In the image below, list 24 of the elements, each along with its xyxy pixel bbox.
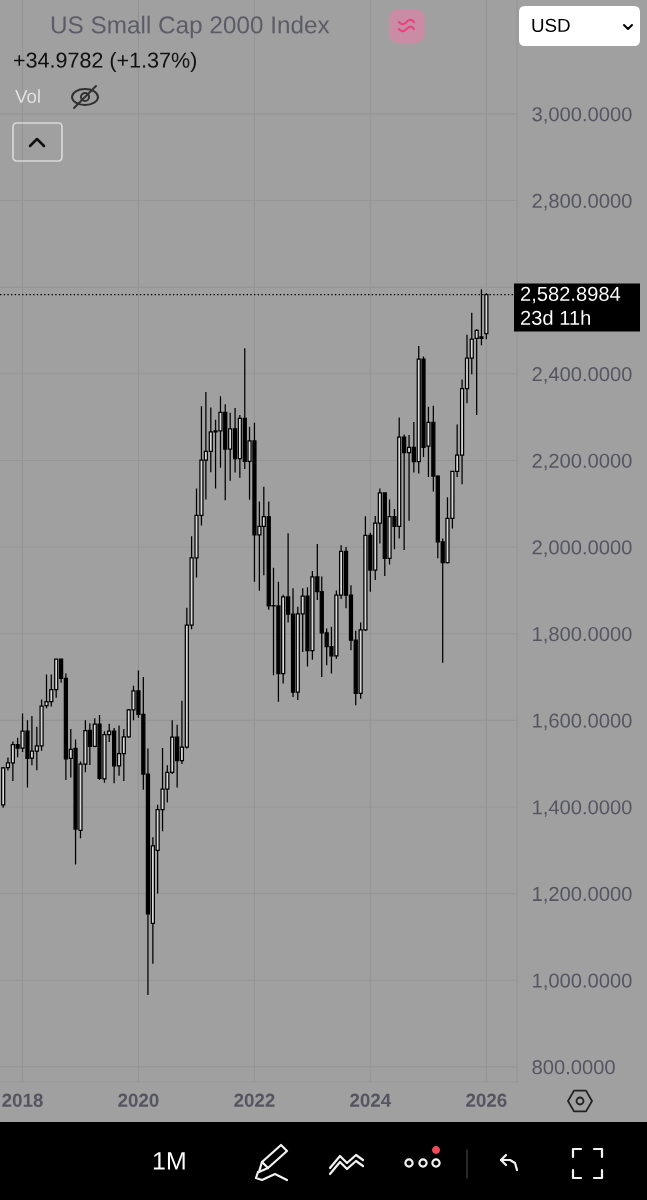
y-tick-label: 1,000.0000 (533, 973, 632, 991)
x-tick-label: 2022 (234, 1093, 275, 1107)
y-tick-label: 2,200.0000 (532, 453, 632, 471)
y-tick-label: 2,400.0000 (532, 367, 632, 384)
text: +34.9782 (+1.37%) (14, 51, 196, 73)
x-tick-label: 2020 (118, 1093, 159, 1107)
text: US Small Cap 2000 Index (51, 15, 330, 39)
y-tick-label: 3,000.0000 (532, 107, 632, 124)
x-tick-label: 2018 (2, 1093, 43, 1107)
text: USD (532, 18, 570, 33)
y-tick-label: 1,200.0000 (533, 886, 632, 904)
candlestick (111, 727, 117, 784)
y-tick-label: 2,000.0000 (532, 540, 632, 557)
text: 1M (153, 1152, 185, 1170)
text: 23d 11h (521, 310, 590, 325)
y-tick-label: 1,800.0000 (533, 626, 632, 644)
annotation: Vol (15, 89, 40, 104)
y-tick-label: 1,600.0000 (533, 713, 632, 731)
y-tick-label: 800.0000 (532, 1060, 615, 1075)
y-tick-label: 1,400.0000 (533, 800, 632, 817)
y-tick-label: 2,800.0000 (532, 193, 632, 211)
x-tick-label: 2026 (466, 1093, 507, 1107)
ref-line-label: 2,582.8984 (521, 286, 621, 304)
x-tick-label: 2024 (350, 1093, 392, 1107)
